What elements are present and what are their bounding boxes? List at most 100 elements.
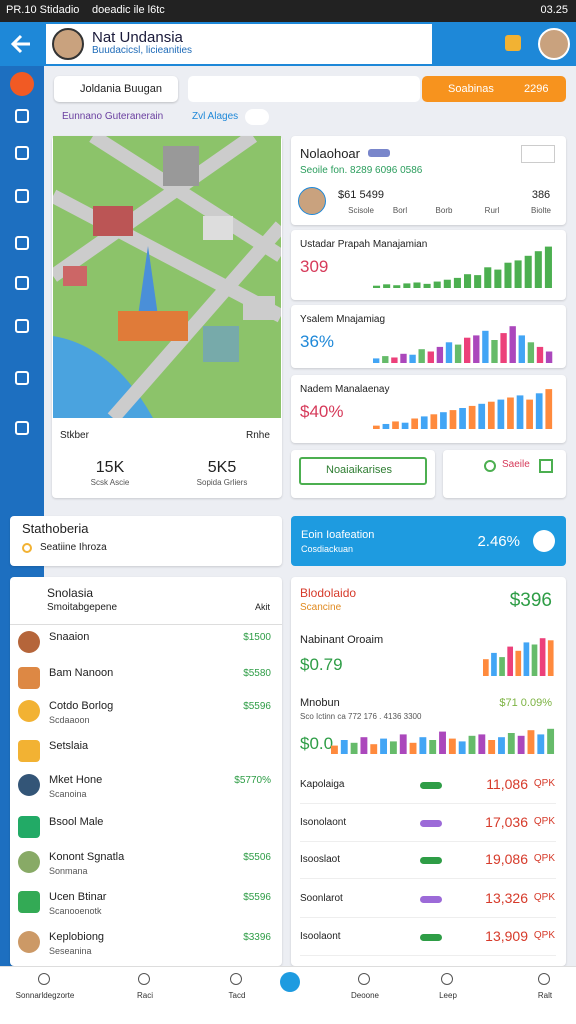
text: Cosdiackuan — [301, 544, 354, 554]
bar — [453, 277, 461, 288]
bar — [531, 644, 538, 676]
bar — [411, 418, 419, 429]
primary-button[interactable] — [299, 457, 427, 485]
text: Sopida Grliers — [196, 478, 248, 487]
list-icon — [18, 931, 40, 953]
text: Ysalem Mnajamiag — [300, 314, 386, 325]
list-icon — [18, 774, 40, 796]
text: 309 — [300, 257, 329, 276]
avatar — [298, 187, 326, 215]
text: Seoile fon. 8289 6096 0586 — [300, 165, 423, 176]
bar — [509, 326, 516, 363]
sidebar-icon[interactable] — [15, 276, 29, 290]
text: $5596 — [243, 701, 271, 712]
list-item: Snaaion — [49, 631, 90, 643]
sidebar-icon[interactable] — [15, 421, 29, 435]
nav-icon[interactable] — [138, 973, 150, 985]
icon[interactable] — [533, 530, 555, 552]
bar — [459, 408, 466, 429]
button-card — [443, 450, 566, 498]
bar — [382, 356, 389, 363]
bar — [401, 422, 409, 429]
sidebar-icon[interactable] — [15, 371, 29, 385]
nav-icon[interactable] — [358, 973, 370, 985]
text: Eunnano Guteranerain — [62, 111, 164, 122]
bar — [419, 737, 427, 754]
sidebar-icon[interactable] — [15, 319, 29, 333]
nav-icon[interactable] — [38, 973, 50, 985]
avatar[interactable] — [538, 28, 570, 60]
map — [53, 136, 281, 418]
bar — [514, 260, 522, 288]
bar — [430, 414, 438, 429]
text: Scisole — [348, 206, 374, 215]
icon — [539, 459, 553, 473]
search-chip[interactable] — [54, 76, 178, 102]
sidebar-icon[interactable] — [15, 146, 29, 160]
status-dots — [420, 782, 442, 789]
bar — [523, 642, 530, 676]
nav-icon[interactable] — [230, 973, 242, 985]
bar — [526, 399, 533, 429]
text: Seseanina — [49, 946, 92, 956]
filter-chip[interactable] — [245, 109, 269, 125]
bar — [547, 640, 554, 676]
text: Soonlarot — [300, 893, 343, 904]
bar — [478, 734, 486, 754]
sidebar-icon[interactable] — [15, 189, 29, 203]
text: $71 0.09% — [499, 697, 552, 709]
bar — [468, 405, 476, 429]
bar — [482, 330, 489, 363]
text: Noaiaikarises — [326, 464, 393, 476]
list-item: Cotdo Borlog — [49, 700, 114, 712]
search-button[interactable] — [422, 76, 566, 102]
list-item: Keplobiong — [49, 931, 105, 943]
icon — [22, 543, 32, 553]
text: 17,036 — [485, 814, 528, 830]
bar — [433, 281, 441, 288]
bar — [515, 650, 522, 676]
text: Nabinant Oroaim — [300, 634, 384, 646]
bar — [484, 267, 492, 288]
text: 03.25 — [540, 4, 568, 16]
close-box[interactable] — [521, 145, 555, 163]
text: Scanoina — [49, 789, 87, 799]
profile-card — [291, 136, 566, 225]
bar — [518, 335, 525, 363]
sidebar-icon[interactable] — [15, 109, 29, 123]
bar — [527, 730, 535, 754]
bar — [331, 745, 338, 754]
back-button[interactable] — [0, 22, 44, 66]
bar — [507, 733, 515, 754]
sidebar-icon[interactable] — [15, 236, 29, 250]
bar — [383, 284, 391, 288]
bar — [497, 399, 505, 429]
nav-label: Raci — [136, 991, 154, 1000]
bar — [545, 351, 553, 363]
text: Joldania Buugan — [80, 83, 162, 95]
nav-label: Ralt — [537, 991, 553, 1000]
text: 15K — [95, 459, 125, 476]
bar — [427, 351, 434, 363]
list-item: Setslaia — [49, 740, 89, 752]
divider — [10, 624, 282, 625]
text: 2296 — [524, 83, 549, 95]
search-field[interactable] — [188, 76, 420, 102]
sidebar-logo[interactable] — [10, 72, 34, 96]
nav-center[interactable] — [280, 972, 300, 992]
status-bar — [0, 0, 576, 22]
bar — [487, 401, 495, 429]
text: $3396 — [243, 932, 271, 943]
nav-icon[interactable] — [538, 973, 550, 985]
text: $5580 — [243, 668, 271, 679]
text: Nolaohoar — [300, 146, 360, 161]
bar — [400, 353, 407, 363]
text: Eoin Ioafeation — [301, 529, 375, 541]
text: Soabinas — [448, 83, 494, 95]
nav-label: Deoone — [350, 991, 380, 1000]
list-icon — [18, 816, 40, 838]
section-card — [10, 516, 282, 566]
bar — [370, 744, 378, 754]
icon[interactable] — [505, 35, 521, 51]
nav-icon[interactable] — [441, 973, 453, 985]
